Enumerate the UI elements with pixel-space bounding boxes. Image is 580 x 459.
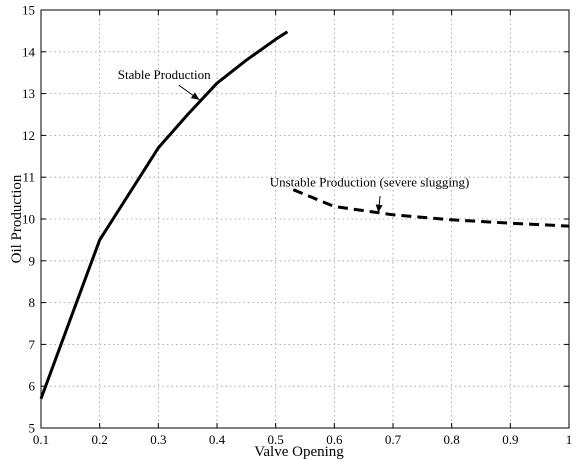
annotation-arrowhead (190, 92, 200, 100)
x-tick-label: 0.4 (209, 432, 226, 447)
x-tick-label: 0.8 (444, 432, 460, 447)
x-tick-label: 1 (566, 432, 573, 447)
y-tick-label: 15 (22, 3, 35, 18)
unstable-production-line (292, 188, 570, 228)
y-tick-label: 14 (22, 44, 36, 59)
y-tick-label: 6 (29, 379, 36, 394)
series-lines (39, 30, 570, 400)
y-axis-label: Oil Production (9, 174, 25, 263)
y-tick-label: 8 (29, 295, 36, 310)
y-tick-label: 5 (29, 421, 36, 436)
y-tick-label: 11 (22, 170, 35, 185)
axis-ticks: 0.1 0.2 0.3 0.4 0.5 0.6 0.7 0.8 0.9 1567891011121… (22, 3, 572, 448)
x-tick-label: 0.5 (268, 432, 284, 447)
annotations: Stable Production Unstable Production (se… (118, 67, 470, 213)
x-tick-label: 0.9 (502, 432, 518, 447)
y-tick-label: 9 (29, 253, 36, 268)
annotation-label: Unstable Production (severe slugging) (270, 174, 470, 189)
annotation-arrowhead (375, 204, 383, 213)
x-tick-label: 0.6 (326, 432, 343, 447)
annotation-label: Stable Production (118, 67, 211, 82)
x-tick-label: 0.2 (92, 432, 108, 447)
y-tick-label: 12 (22, 128, 35, 143)
y-tick-label: 13 (22, 86, 35, 101)
x-tick-label: 0.3 (150, 432, 166, 447)
stable-production-line (39, 30, 289, 400)
x-tick-label: 0.7 (385, 432, 402, 447)
x-axis-label: Valve Opening (254, 444, 344, 459)
y-tick-label: 7 (29, 337, 36, 352)
x-tick-label: 0.1 (33, 432, 49, 447)
y-tick-label: 10 (22, 212, 35, 227)
